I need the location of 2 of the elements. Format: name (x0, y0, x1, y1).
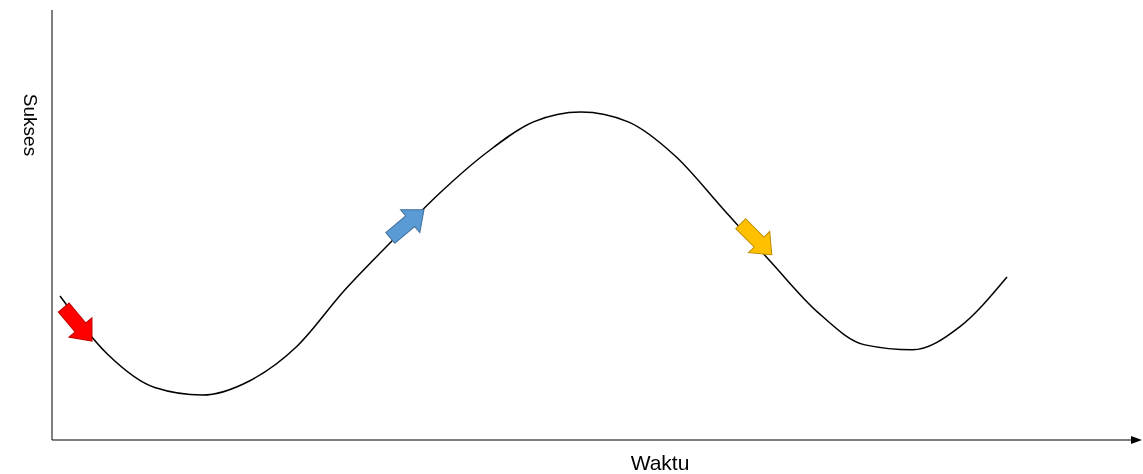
y-axis-title: Sukses (20, 93, 41, 157)
x-axis-title: Waktu (630, 451, 690, 474)
